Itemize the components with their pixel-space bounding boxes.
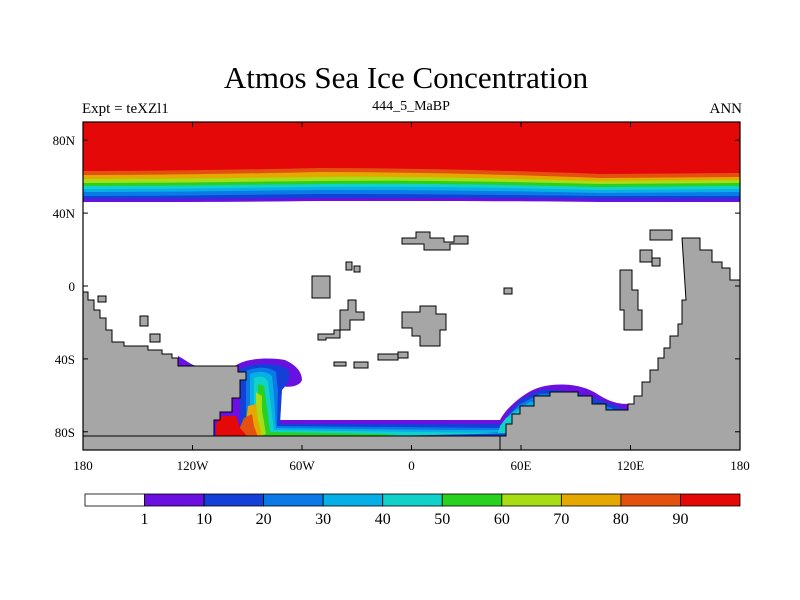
island-small-ne-2	[639, 249, 653, 263]
experiment-label: Expt = teXZl1	[82, 101, 169, 117]
colorbar-level-label: 90	[672, 511, 688, 528]
season-label: ANN	[709, 101, 743, 117]
colorbar-level-label: 20	[256, 511, 272, 528]
southern-landmass	[83, 435, 501, 450]
island-small-south-4	[353, 361, 369, 369]
island-tall-narrow	[619, 269, 643, 331]
colorbar-level-label: 30	[315, 511, 331, 528]
colorbar-level-label: 10	[196, 511, 212, 528]
island-small-ne-3	[651, 257, 661, 267]
colorbar-swatch	[620, 493, 681, 507]
colorbar-swatch	[84, 493, 145, 507]
colorbar-level-label: 1	[141, 511, 149, 528]
colorbar-swatch	[263, 493, 324, 507]
arctic-sea-ice-field	[83, 122, 740, 202]
island-mid-central	[401, 305, 447, 347]
y-tick-label: 40N	[53, 206, 76, 221]
island-small-east	[503, 287, 513, 295]
x-tick-label: 180	[730, 458, 750, 473]
colorbar-legend: 1 10 20 30 40 50 60 70 80 90	[84, 493, 741, 528]
island-small-ne-1	[649, 229, 673, 241]
y-tick-label: 40S	[55, 352, 75, 367]
y-tick-label: 80N	[53, 133, 76, 148]
y-tick-label: 0	[69, 279, 76, 294]
eastern-continent	[499, 237, 740, 450]
colorbar-swatch	[322, 493, 384, 507]
plot-title: Atmos Sea Ice Concentration	[223, 60, 589, 95]
colorbar-level-label: 40	[375, 511, 391, 528]
island-small-west-a	[139, 315, 149, 327]
colorbar-swatch	[441, 493, 503, 507]
x-tick-label: 120E	[617, 458, 645, 473]
island-west-block	[311, 275, 331, 299]
longitude-axis: 180 120W 60W 0 60E 120E 180	[73, 122, 750, 473]
island-small-south-1	[377, 353, 399, 361]
colorbar-level-label: 70	[553, 511, 569, 528]
colorbar-level-label: 60	[494, 511, 510, 528]
colorbar-level-label: 50	[434, 511, 450, 528]
island-small-south-3	[333, 361, 347, 367]
x-tick-label: 120W	[177, 458, 210, 473]
colorbar-swatch	[382, 493, 443, 507]
island-small-west-c	[97, 295, 107, 303]
y-tick-label: 80S	[55, 425, 75, 440]
colorbar-swatch	[560, 493, 622, 507]
colorbar-swatch	[144, 493, 205, 507]
island-mid-1	[401, 231, 469, 251]
colorbar-level-label: 80	[613, 511, 629, 528]
x-tick-label: 60E	[511, 458, 532, 473]
x-tick-label: 60W	[289, 458, 315, 473]
colorbar-swatch	[680, 493, 741, 507]
western-continent	[83, 291, 247, 437]
island-mid-chain	[317, 299, 365, 341]
island-west-dot-1	[345, 261, 353, 271]
island-small-south-2	[397, 351, 409, 359]
land-masses	[83, 229, 740, 450]
colorbar-swatch	[203, 493, 265, 507]
island-small-west-b	[149, 333, 161, 343]
period-label: 444_5_MaBP	[372, 99, 450, 114]
colorbar-swatch	[501, 493, 562, 507]
latitude-axis: 80N 40N 0 40S 80S	[53, 133, 740, 440]
x-tick-label: 180	[73, 458, 93, 473]
island-west-dot-2	[353, 265, 361, 273]
x-tick-label: 0	[408, 458, 415, 473]
